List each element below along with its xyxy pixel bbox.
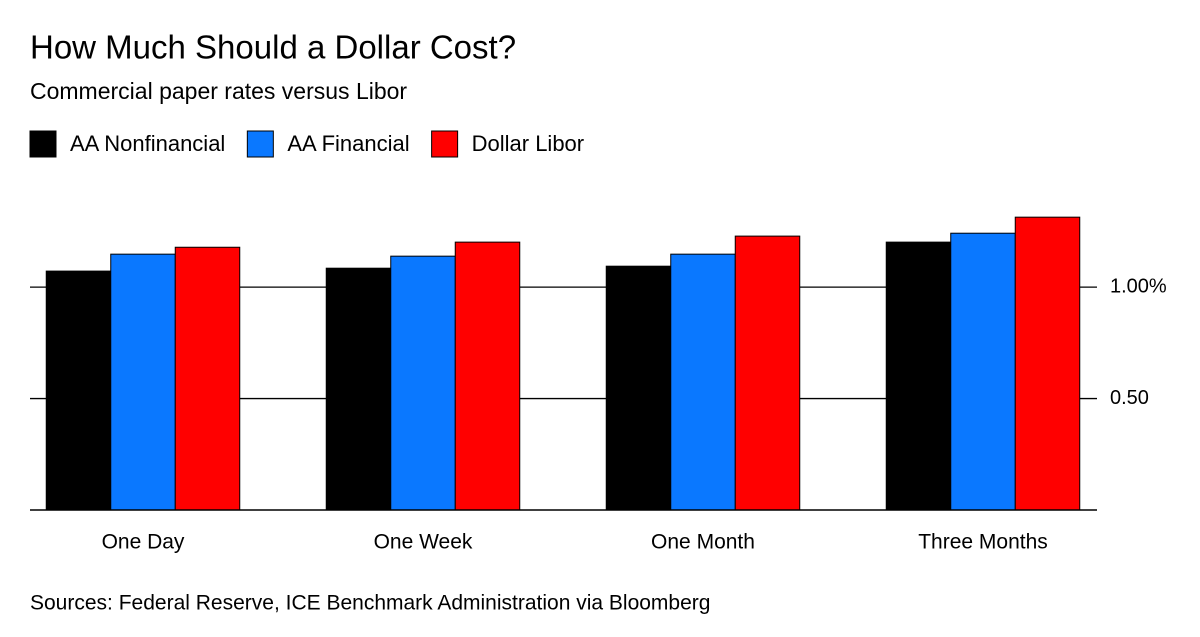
bar	[45, 270, 112, 511]
x-tick-label: One Week	[374, 531, 473, 554]
legend-swatch	[431, 130, 459, 158]
bar	[1014, 216, 1081, 511]
chart-title: How Much Should a Dollar Cost?	[30, 29, 516, 66]
bar	[670, 253, 736, 511]
y-tick-label: 1.00%	[1110, 275, 1167, 297]
bar	[454, 241, 521, 511]
bar	[885, 241, 952, 511]
x-tick-label: One Day	[102, 531, 185, 554]
bar	[174, 246, 241, 511]
bar	[605, 265, 672, 511]
source-note: Sources: Federal Reserve, ICE Benchmark …	[30, 592, 710, 615]
legend-label: Dollar Libor	[472, 131, 585, 156]
x-tick-label: One Month	[651, 531, 755, 554]
y-tick-label: 0.50	[1110, 387, 1149, 409]
bar	[325, 267, 392, 511]
bar	[390, 255, 456, 511]
legend-label: AA Nonfinancial	[70, 131, 225, 156]
bar	[734, 235, 801, 511]
legend-swatch	[246, 130, 274, 158]
legend-label: AA Financial	[287, 131, 409, 156]
bar	[110, 253, 176, 511]
legend-swatch	[29, 130, 57, 158]
x-tick-label: Three Months	[918, 531, 1048, 554]
bar	[950, 232, 1016, 511]
chart-subtitle: Commercial paper rates versus Libor	[30, 78, 407, 104]
